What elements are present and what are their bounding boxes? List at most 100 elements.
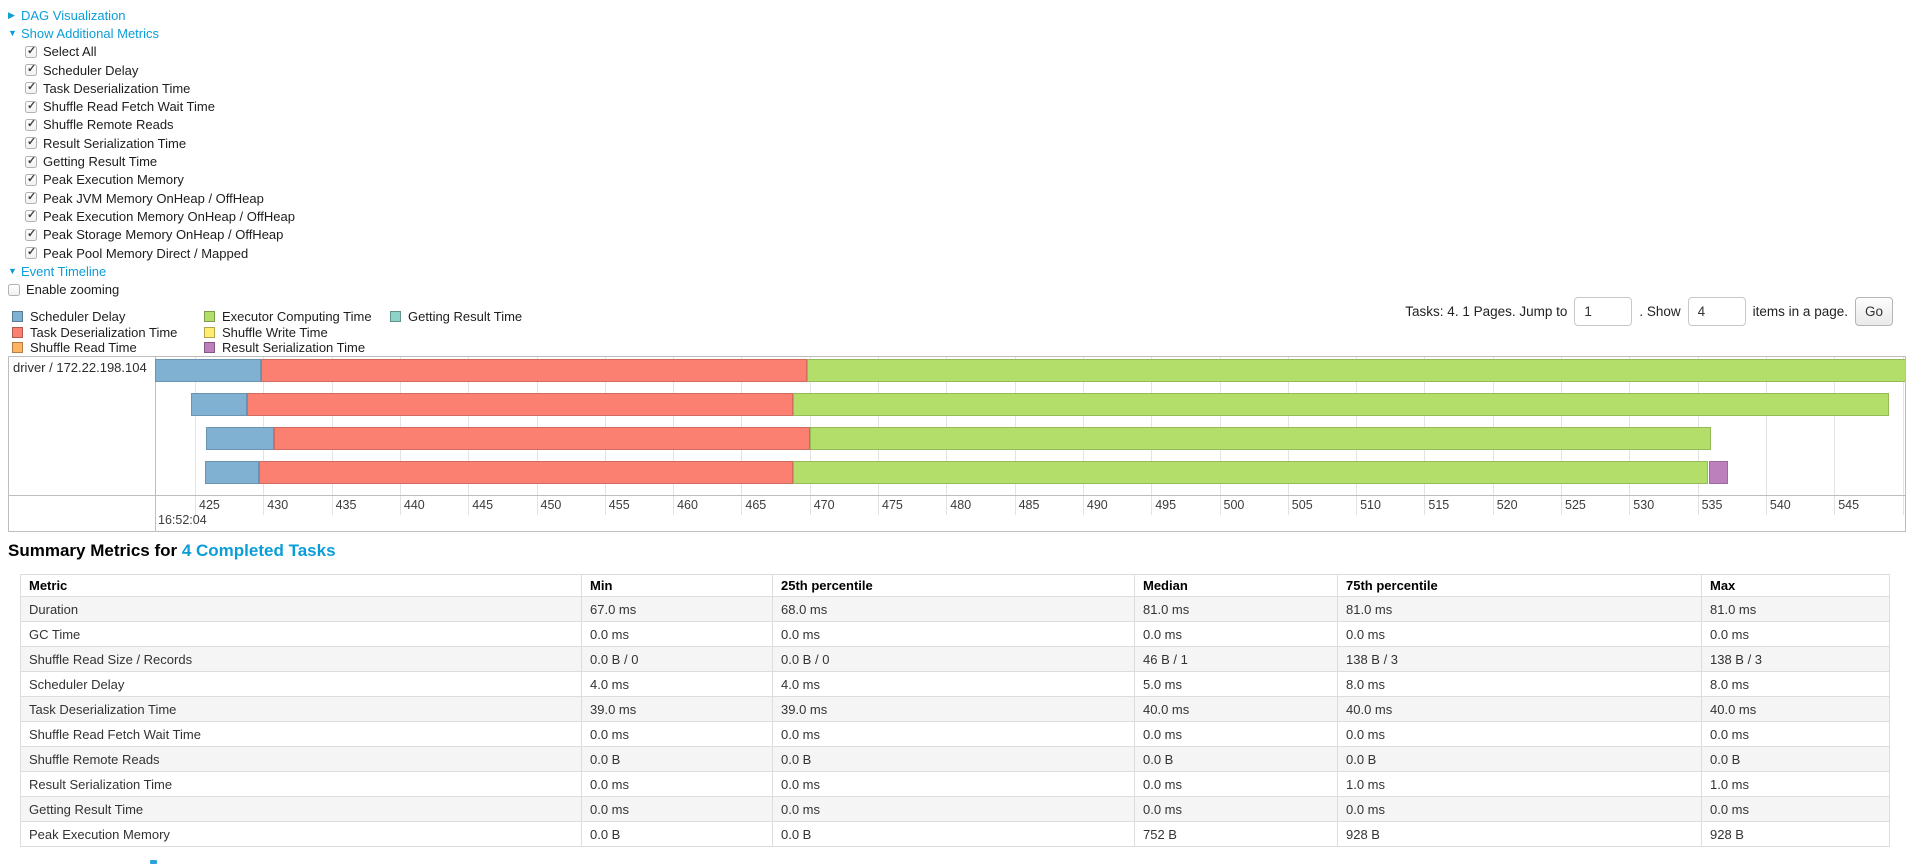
metric-value-cell: 0.0 B / 0 xyxy=(581,646,773,672)
result-serialization-segment[interactable] xyxy=(1708,461,1728,484)
checkbox-scheduler-delay[interactable] xyxy=(25,63,37,77)
page-size-input[interactable] xyxy=(1687,296,1746,326)
jump-to-page-input[interactable] xyxy=(1574,296,1633,326)
gridline xyxy=(1765,357,1767,515)
metric-value-cell: 0.0 B xyxy=(581,821,773,847)
enable-zooming-row: Enable zooming xyxy=(8,280,295,298)
checkbox-peak-jvm-memory-onheap-offheap[interactable] xyxy=(25,191,37,205)
tick-label: 455 xyxy=(608,498,630,512)
task-deserialization-segment[interactable] xyxy=(259,461,794,484)
checkbox-peak-pool-memory-direct-mapped[interactable] xyxy=(25,246,37,259)
task-deserialization-segment[interactable] xyxy=(246,393,794,416)
executor-computing-segment[interactable] xyxy=(809,427,1712,450)
tick-label: 440 xyxy=(403,498,425,512)
metric-value-cell: 0.0 B / 0 xyxy=(772,646,1135,672)
metric-checkbox-row: Shuffle Remote Reads xyxy=(25,116,295,134)
col-header-metric: Metric xyxy=(20,574,582,597)
summary-metrics-title: Summary Metrics for 4 Completed Tasks xyxy=(8,541,336,561)
metric-checkbox-row: Peak Execution Memory xyxy=(25,171,295,189)
metric-value-cell: 928 B xyxy=(1701,821,1890,847)
checkbox-peak-storage-memory-onheap-offheap[interactable] xyxy=(25,228,37,241)
executor-computing-segment[interactable] xyxy=(793,393,1889,416)
legend-item-shuffle-read-time: Shuffle Read Time xyxy=(12,340,137,355)
metric-value-cell: 5.0 ms xyxy=(1134,671,1338,697)
tick-label: 475 xyxy=(882,498,903,512)
metric-name-cell: Result Serialization Time xyxy=(20,771,582,797)
gridline xyxy=(195,357,196,515)
executor-computing-segment[interactable] xyxy=(793,461,1709,484)
task-deserialization-segment[interactable] xyxy=(274,427,810,450)
show-additional-metrics-toggle[interactable]: ▼ Show Additional Metrics xyxy=(8,24,295,42)
metric-value-cell: 138 B / 3 xyxy=(1337,646,1702,672)
enable-zooming-checkbox[interactable] xyxy=(8,283,20,296)
dag-visualization-toggle[interactable]: ▶ DAG Visualization xyxy=(8,6,295,24)
summary-title-prefix: Summary Metrics for xyxy=(8,541,182,560)
scheduler-delay-segment[interactable] xyxy=(204,461,260,484)
metric-label: Shuffle Remote Reads xyxy=(43,117,174,133)
metric-label: Peak Execution Memory xyxy=(43,172,184,188)
metric-label: Task Deserialization Time xyxy=(43,80,191,96)
checkbox-select-all[interactable] xyxy=(25,45,37,58)
legend-swatch-icon xyxy=(390,311,401,322)
metric-value-cell: 40.0 ms xyxy=(1134,696,1338,722)
legend-label: Shuffle Write Time xyxy=(222,324,328,340)
metric-checkbox-row: Getting Result Time xyxy=(25,152,295,170)
metric-value-cell: 40.0 ms xyxy=(1701,696,1890,722)
tick-label: 495 xyxy=(1155,498,1177,512)
legend-label: Executor Computing Time xyxy=(222,309,372,324)
metric-value-cell: 0.0 B xyxy=(772,821,1135,847)
show-text: . Show xyxy=(1639,303,1681,319)
event-timeline-label: Event Timeline xyxy=(21,263,107,279)
timeline-legend: Scheduler Delay Task Deserialization Time… xyxy=(0,309,700,359)
scheduler-delay-segment[interactable] xyxy=(190,393,247,416)
legend-label: Shuffle Read Time xyxy=(30,340,137,356)
gridline xyxy=(1902,357,1904,515)
metric-value-cell: 0.0 ms xyxy=(772,621,1135,647)
checkbox-peak-execution-memory-onheap-offheap[interactable] xyxy=(25,209,37,223)
show-additional-metrics-label: Show Additional Metrics xyxy=(21,25,160,41)
legend-label: Scheduler Delay xyxy=(30,309,126,324)
event-timeline-toggle[interactable]: ▼ Event Timeline xyxy=(8,262,295,280)
tick-label: 450 xyxy=(540,498,562,512)
event-timeline-chart: 425 430 435 440 445 450 455 460 465 470 475 480 485 4… xyxy=(8,356,1906,532)
metric-value-cell: 0.0 ms xyxy=(1134,621,1338,647)
metric-value-cell: 0.0 B xyxy=(1134,746,1338,772)
completed-tasks-link[interactable]: 4 Completed Tasks xyxy=(181,541,336,560)
metric-label: Shuffle Read Fetch Wait Time xyxy=(43,99,215,115)
metric-value-cell: 0.0 ms xyxy=(772,771,1135,797)
metric-name-cell: Peak Execution Memory xyxy=(20,821,582,847)
checkbox-getting-result-time[interactable] xyxy=(25,155,37,168)
task-deserialization-segment[interactable] xyxy=(260,359,807,382)
executor-computing-segment[interactable] xyxy=(807,359,1905,382)
table-row: Result Serialization Time 0.0 ms 0.0 ms 0.0… xyxy=(20,771,1890,797)
metric-value-cell: 39.0 ms xyxy=(772,696,1135,722)
caret-right-icon: ▶ xyxy=(8,9,15,20)
checkbox-peak-execution-memory[interactable] xyxy=(25,173,37,186)
metric-label: Scheduler Delay xyxy=(43,62,139,78)
table-row: Shuffle Read Fetch Wait Time 0.0 ms 0.0 ms… xyxy=(20,721,1890,747)
metric-name-cell: Shuffle Read Fetch Wait Time xyxy=(20,721,582,747)
checkbox-shuffle-remote-reads[interactable] xyxy=(25,118,37,131)
table-row: GC Time 0.0 ms 0.0 ms 0.0 ms 0.0 ms 0.0 ms xyxy=(20,621,1890,647)
cutoff-element xyxy=(150,860,157,864)
scheduler-delay-segment[interactable] xyxy=(205,427,275,450)
metric-value-cell: 0.0 ms xyxy=(772,796,1135,822)
legend-item-shuffle-write-time: Shuffle Write Time xyxy=(204,325,328,340)
legend-swatch-icon xyxy=(12,326,23,338)
scheduler-delay-segment[interactable] xyxy=(155,359,261,382)
tick-label: 525 xyxy=(1565,498,1586,512)
expand-controls: ▶ DAG Visualization ▼ Show Additional Me… xyxy=(8,6,295,299)
checkbox-shuffle-read-fetch-wait-time[interactable] xyxy=(25,100,37,113)
tasks-count-text: Tasks: 4. 1 Pages. Jump to xyxy=(1405,303,1568,319)
metric-checkbox-row: Result Serialization Time xyxy=(25,134,295,152)
metric-value-cell: 8.0 ms xyxy=(1701,671,1890,697)
time-axis-line xyxy=(9,495,1905,496)
metric-value-cell: 0.0 B xyxy=(1701,746,1890,772)
checkbox-task-deserialization-time[interactable] xyxy=(25,81,37,95)
metric-value-cell: 0.0 ms xyxy=(772,721,1135,747)
tick-label: 505 xyxy=(1291,498,1313,512)
checkbox-result-serialization-time[interactable] xyxy=(25,136,37,150)
metric-value-cell: 1.0 ms xyxy=(1701,771,1890,797)
metric-value-cell: 68.0 ms xyxy=(772,596,1135,622)
go-button[interactable]: Go xyxy=(1854,296,1893,326)
